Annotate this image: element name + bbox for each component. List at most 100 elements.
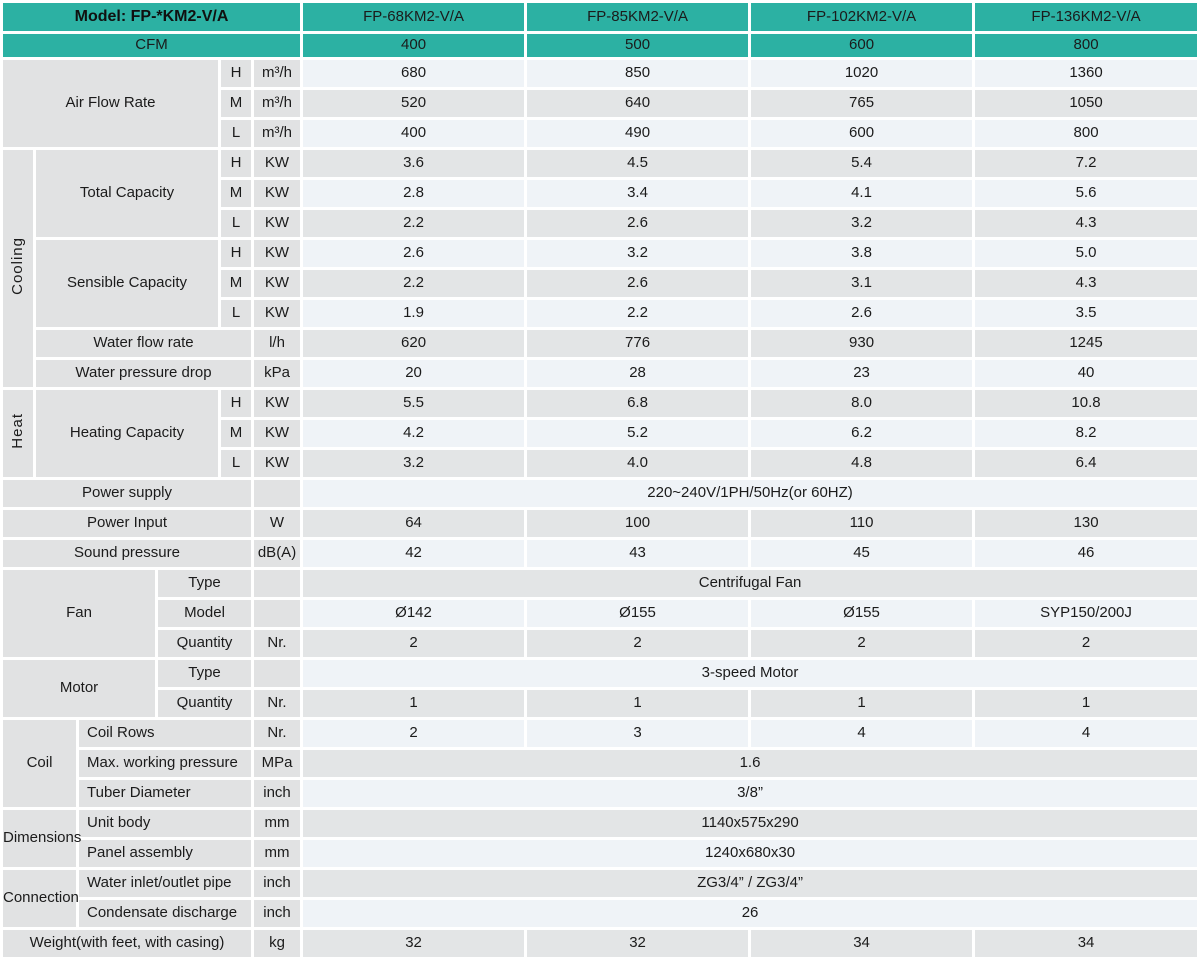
unit-label: KW [254,210,301,237]
value-cell: 5.6 [975,180,1198,207]
value-cell: 800 [975,120,1198,147]
value-cell: 4.2 [303,420,525,447]
value-cell: 3.2 [527,240,749,267]
value-cell: 2.2 [527,300,749,327]
table-row: Sound pressure dB(A) 42 43 45 46 [3,540,1198,567]
heat-section-cell: Heat [3,390,33,477]
value-cell: 6.8 [527,390,749,417]
condensate-discharge-label: Condensate discharge [79,900,251,927]
value-cell: Ø142 [303,600,525,627]
unit-label: dB(A) [254,540,301,567]
value-cell: 64 [303,510,525,537]
model-header: Model: FP-*KM2-V/A [3,3,301,31]
value-cell: 4.1 [751,180,973,207]
value-cell: 40 [975,360,1198,387]
value-cell: 400 [303,120,525,147]
fan-section-label: Fan [3,570,155,657]
motor-type-value: 3-speed Motor [303,660,1198,687]
value-cell: 34 [751,930,973,957]
speed-label: L [221,300,251,327]
table-row: Power supply 220~240V/1PH/50Hz(or 60HZ) [3,480,1198,507]
value-cell: 3 [527,720,749,747]
value-cell: 765 [751,90,973,117]
speed-label: H [221,390,251,417]
unit-label: kg [254,930,301,957]
table-row: L m³/h 400 490 600 800 [3,120,1198,147]
unit-label: Nr. [254,720,301,747]
panel-assembly-label: Panel assembly [79,840,251,867]
fan-quantity-label: Quantity [158,630,251,657]
sound-pressure-label: Sound pressure [3,540,251,567]
header-row-model: Model: FP-*KM2-V/A FP-68KM2-V/A FP-85KM2… [3,3,1198,31]
water-flow-rate-label: Water flow rate [36,330,251,357]
dimensions-section-label: Dimensions [3,810,81,867]
value-cell: 3.5 [975,300,1198,327]
unit-cell-empty [254,480,301,507]
col-header-2: FP-102KM2-V/A [751,3,973,31]
value-cell: 8.2 [975,420,1198,447]
value-cell: 32 [303,930,525,957]
table-row: L KW 2.2 2.6 3.2 4.3 [3,210,1198,237]
value-cell: 110 [751,510,973,537]
value-cell: 23 [751,360,973,387]
value-cell: 1 [975,690,1198,717]
cooling-section-cell: Cooling [3,150,33,387]
fan-model-label: Model [158,600,251,627]
value-cell: 2.6 [751,300,973,327]
unit-label: KW [254,390,301,417]
value-cell: 7.2 [975,150,1198,177]
value-cell: 5.5 [303,390,525,417]
table-row: Cooling Total Capacity H KW 3.6 4.5 5.4 … [3,150,1198,387]
value-cell: 3.6 [303,150,525,177]
value-cell: 850 [527,60,749,87]
value-cell: 930 [751,330,973,357]
power-supply-label: Power supply [3,480,251,507]
value-cell: 1 [527,690,749,717]
table-row: Water flow rate l/h 620 776 930 1245 [3,330,1198,357]
heating-capacity-label: Heating Capacity [36,390,218,477]
speed-label: H [221,150,251,177]
table-row: Power Input W 64 100 110 130 [3,510,1198,537]
table-row: Dimensions Unit body mm 1140x575x290 [3,810,1198,867]
value-cell: 1020 [751,60,973,87]
value-cell: 4.5 [527,150,749,177]
table-row: Model Ø142 Ø155 Ø155 SYP150/200J [3,600,1198,627]
value-cell: 3.8 [751,240,973,267]
value-cell: 3.2 [751,210,973,237]
speed-label: M [221,270,251,297]
value-cell: 20 [303,360,525,387]
cfm-value-2: 600 [751,34,973,57]
connection-section-label: Connection [3,870,79,927]
air-flow-rate-label: Air Flow Rate [3,60,218,147]
fan-type-value: Centrifugal Fan [303,570,1198,597]
unit-label: inch [254,780,301,807]
value-cell: 520 [303,90,525,117]
unit-label: Nr. [254,690,301,717]
table-row: M KW 2.2 2.6 3.1 4.3 [3,270,1198,297]
table-row: Tuber Diameter inch 3/8” [3,780,1198,807]
speed-label: L [221,120,251,147]
unit-body-label: Unit body [79,810,251,837]
value-cell: 2 [975,630,1198,657]
cooling-vertical-label: Cooling [8,237,26,296]
unit-label: l/h [254,330,301,357]
col-header-0: FP-68KM2-V/A [303,3,525,31]
value-cell: 42 [303,540,525,567]
heat-vertical-label: Heat [8,413,26,450]
value-cell: 1.9 [303,300,525,327]
power-input-label: Power Input [3,510,251,537]
value-cell: 4 [751,720,973,747]
unit-label: inch [254,900,301,927]
value-cell: 2 [303,720,525,747]
table-row: Weight(with feet, with casing) kg 32 32 … [3,930,1198,957]
speed-label: H [221,60,251,87]
condensate-discharge-value: 26 [303,900,1198,927]
value-cell: 130 [975,510,1198,537]
unit-label: m³/h [254,120,301,147]
tube-diameter-label: Tuber Diameter [79,780,251,807]
unit-label: W [254,510,301,537]
value-cell: 3.1 [751,270,973,297]
table-row: Max. working pressure MPa 1.6 [3,750,1198,777]
value-cell: 28 [527,360,749,387]
water-inlet-outlet-value: ZG3/4” / ZG3/4” [303,870,1198,897]
